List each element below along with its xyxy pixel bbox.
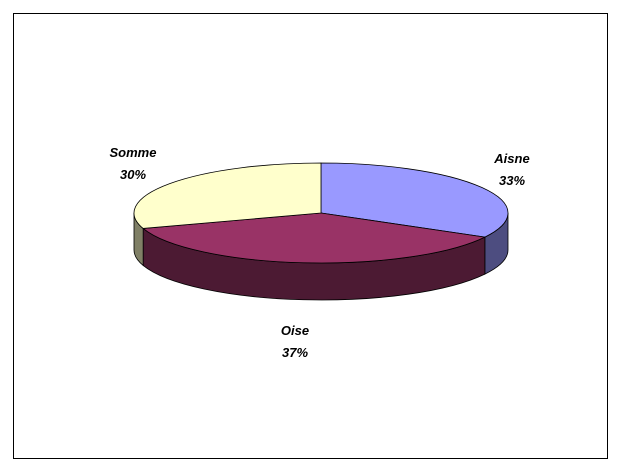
slice-category-label-aisne: Aisne xyxy=(493,151,529,166)
pie-labels: Aisne 33% Oise 37% Somme 30% xyxy=(110,145,530,360)
slice-percent-label-oise: 37% xyxy=(282,345,308,360)
pie-slice-somme xyxy=(133,162,322,229)
pie-slice-aisne xyxy=(320,162,509,238)
pie-slice-oise xyxy=(142,212,487,264)
pie-tops xyxy=(133,162,509,264)
slice-category-label-somme: Somme xyxy=(110,145,157,160)
slice-percent-label-aisne: 33% xyxy=(499,173,525,188)
slice-category-label-oise: Oise xyxy=(281,323,309,338)
slice-percent-label-somme: 30% xyxy=(120,167,146,182)
